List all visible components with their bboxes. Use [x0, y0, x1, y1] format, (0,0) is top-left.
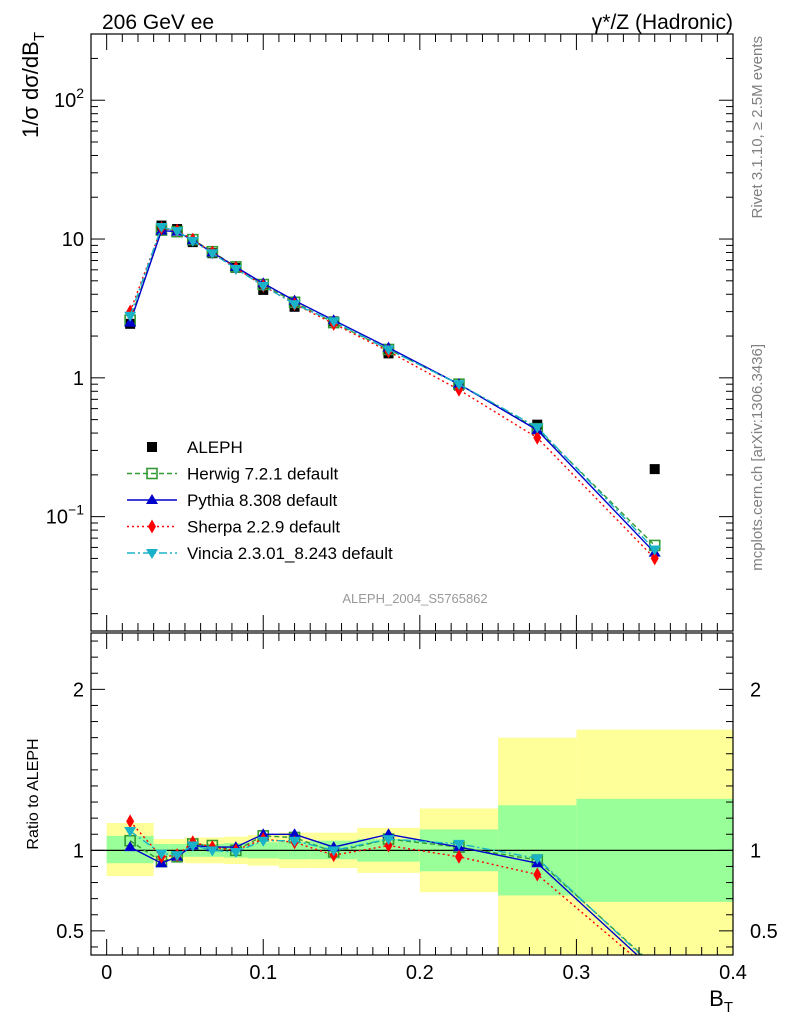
- ratio-plot-area: [91, 814, 733, 955]
- ratio-y-tick-label-left: 0.5: [56, 921, 84, 943]
- ratio-y-tick-label-right: 1: [750, 840, 761, 862]
- y-tick-label: 1: [73, 368, 84, 390]
- ratio-y-tick-label-left: 1: [73, 840, 84, 862]
- data-point-vincia-2-3-01-8-243-default: [171, 227, 184, 238]
- ratio-y-tick-label-right: 0.5: [750, 921, 778, 943]
- legend-marker: [148, 519, 156, 534]
- ratio-point-pythia-8-308-default: [124, 841, 137, 852]
- ratio-point-vincia-2-3-01-8-243-default: [171, 851, 184, 862]
- ratio-y-axis-label: Ratio to ALEPH: [25, 738, 42, 849]
- series-vincia-2-3-01-8-243-default: [124, 223, 661, 556]
- legend-marker: [146, 494, 158, 504]
- x-tick-label: 0.4: [719, 962, 747, 984]
- ratio-point-vincia-2-3-01-8-243-default: [186, 841, 199, 852]
- header-right-label: γ*/Z (Hadronic): [592, 11, 733, 34]
- ratio-uncertainty-bands: [106, 729, 733, 955]
- ratio-point-vincia-2-3-01-8-243-default: [206, 846, 219, 857]
- ratio-point-vincia-2-3-01-8-243-default: [155, 849, 168, 860]
- x-tick-label: 0.1: [249, 962, 277, 984]
- data-point-vincia-2-3-01-8-243-default: [648, 545, 661, 556]
- x-tick-label: 0: [101, 962, 112, 984]
- ratio-point-vincia-2-3-01-8-243-default: [124, 827, 137, 838]
- ratio-x-axis: 0 0.1 0.2 0.3 0.4: [101, 633, 747, 984]
- data-point-aleph: [649, 464, 660, 475]
- data-point-vincia-2-3-01-8-243-default: [155, 223, 168, 234]
- x-tick-label: 0.3: [563, 962, 591, 984]
- data-point-vincia-2-3-01-8-243-default: [257, 281, 270, 292]
- ratio-point-sherpa-2-2-9-default: [384, 838, 393, 853]
- data-point-vincia-2-3-01-8-243-default: [531, 423, 544, 434]
- legend-item-vincia-2-3-01-8-243-default: Vincia 2.3.01_8.243 default: [127, 544, 393, 563]
- ratio-point-vincia-2-3-01-8-243-default: [452, 839, 465, 850]
- legend: ALEPH Herwig 7.2.1 default Pythia 8.308 de…: [127, 438, 393, 563]
- legend-marker: [147, 442, 157, 452]
- ratio-point-pythia-8-308-default: [288, 828, 301, 839]
- main-y-axis: 10−1 1 10 102: [46, 33, 734, 631]
- ratio-point-vincia-2-3-01-8-243-default: [288, 836, 301, 847]
- ratio-y-tick-label-left: 2: [73, 679, 84, 701]
- rivet-version-label: Rivet 3.1.10, ≥ 2.5M events: [749, 36, 766, 219]
- header-left-label: 206 GeV ee: [102, 11, 214, 34]
- ratio-point-vincia-2-3-01-8-243-default: [257, 836, 270, 847]
- data-point-vincia-2-3-01-8-243-default: [452, 380, 465, 391]
- data-point-vincia-2-3-01-8-243-default: [327, 317, 340, 328]
- main-y-axis-label: 1/σ dσ/dBT: [18, 32, 48, 138]
- ratio-point-vincia-2-3-01-8-243-default: [229, 847, 242, 858]
- ratio-point-vincia-2-3-01-8-243-default: [382, 835, 395, 846]
- legend-item-herwig-7-2-1-default: Herwig 7.2.1 default: [127, 465, 338, 484]
- ratio-point-vincia-2-3-01-8-243-default: [531, 854, 544, 865]
- ratio-y-tick-label-right: 2: [750, 679, 761, 701]
- main-plot-area: [124, 220, 661, 566]
- ratio-panel: 0.5 0.51 12 2 0 0.1 0.2 0.3 0.4 Ratio to ALEPH …: [25, 632, 778, 1016]
- ratio-point-sherpa-2-2-9-default: [126, 814, 135, 829]
- ratio-point-sherpa-2-2-9-default: [454, 849, 463, 864]
- data-point-vincia-2-3-01-8-243-default: [206, 249, 219, 260]
- ratio-y-axis: 0.5 0.5 1 1 2 2: [56, 640, 778, 948]
- legend-label: Sherpa 2.2.9 default: [187, 518, 340, 537]
- legend-label: Herwig 7.2.1 default: [187, 465, 338, 484]
- y-tick-label: 10−1: [46, 502, 84, 529]
- ratio-point-vincia-2-3-01-8-243-default: [327, 846, 340, 857]
- data-point-vincia-2-3-01-8-243-default: [229, 264, 242, 275]
- x-axis-label: BT: [709, 986, 733, 1016]
- main-panel: 10−1 1 10 102 1/σ dσ/dBT ALEPH_2004_S576586…: [18, 32, 734, 632]
- legend-item-sherpa-2-2-9-default: Sherpa 2.2.9 default: [127, 518, 340, 537]
- legend-label: Pythia 8.308 default: [187, 491, 338, 510]
- ratio-frame: [90, 632, 734, 956]
- legend-marker: [146, 467, 158, 480]
- data-point-vincia-2-3-01-8-243-default: [186, 236, 199, 247]
- y-tick-label: 10: [62, 229, 84, 251]
- data-point-sherpa-2-2-9-default: [650, 551, 659, 566]
- data-point-vincia-2-3-01-8-243-default: [288, 300, 301, 311]
- y-tick-label: 102: [54, 85, 84, 112]
- mcplots-reference-label: mcplots.cern.ch [arXiv:1306.3436]: [749, 344, 766, 571]
- legend-item-pythia-8-308-default: Pythia 8.308 default: [127, 491, 338, 510]
- analysis-id-label: ALEPH_2004_S5765862: [342, 591, 487, 606]
- legend-marker: [146, 549, 158, 559]
- ratio-series-vincia-2-3-01-8-243-default: [124, 827, 642, 955]
- data-point-vincia-2-3-01-8-243-default: [382, 345, 395, 356]
- legend-item-aleph: ALEPH: [147, 438, 243, 457]
- data-point-vincia-2-3-01-8-243-default: [124, 311, 137, 322]
- data-point-sherpa-2-2-9-default: [533, 430, 542, 445]
- x-tick-label: 0.2: [406, 962, 434, 984]
- legend-label: ALEPH: [187, 438, 243, 457]
- legend-label: Vincia 2.3.01_8.243 default: [187, 544, 393, 563]
- ratio-point-sherpa-2-2-9-default: [533, 867, 542, 882]
- series-sherpa-2-2-9-default: [126, 221, 659, 566]
- header: 206 GeV ee γ*/Z (Hadronic): [102, 11, 733, 34]
- main-frame: [90, 33, 734, 632]
